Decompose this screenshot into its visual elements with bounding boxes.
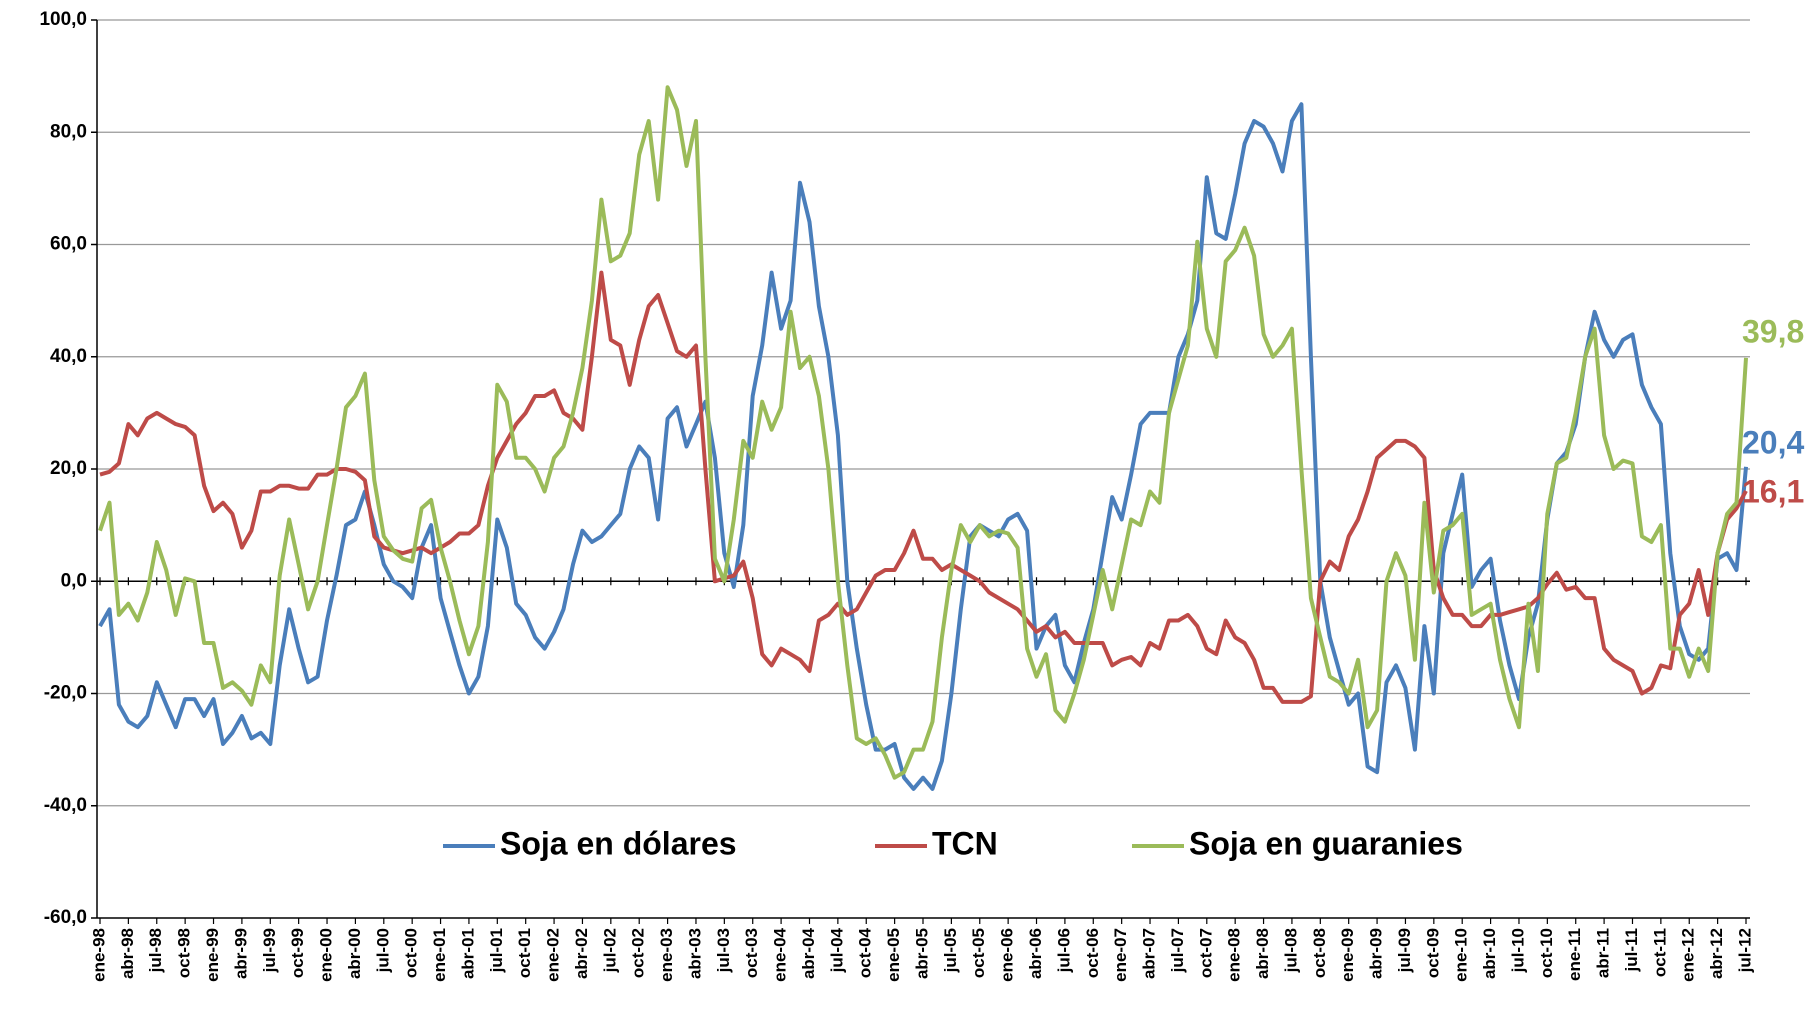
x-tick-label: oct-02 (629, 928, 648, 978)
x-tick-label: abr-09 (1367, 928, 1386, 979)
y-tick-label: -60,0 (44, 907, 87, 928)
y-tick-label: -40,0 (44, 795, 87, 816)
x-tick-label: jul-04 (827, 927, 846, 973)
y-tick-label: 0,0 (61, 570, 87, 591)
x-tick-label: abr-10 (1480, 928, 1499, 979)
end-label: 39,8 (1742, 313, 1804, 349)
x-tick-label: ene-09 (1338, 928, 1357, 982)
series-line (99, 270, 1748, 704)
x-tick-label: jul-09 (1395, 928, 1414, 973)
y-tick-label: 40,0 (50, 346, 87, 367)
x-tick-label: ene-04 (771, 927, 790, 981)
series-line (98, 102, 1748, 791)
x-tick-label: ene-01 (430, 928, 449, 982)
x-tick-label: abr-06 (1026, 928, 1045, 979)
series-line (98, 85, 1748, 780)
x-tick-label: abr-04 (799, 927, 818, 979)
x-tick-label: ene-07 (1111, 928, 1130, 982)
x-tick-label: abr-00 (345, 928, 364, 979)
x-tick-label: jul-10 (1508, 928, 1527, 973)
x-tick-label: oct-07 (1196, 928, 1215, 978)
end-label: 16,1 (1742, 473, 1804, 509)
x-tick-label: oct-04 (856, 927, 875, 978)
x-tick-label: oct-00 (402, 928, 421, 978)
x-tick-label: jul-07 (1168, 928, 1187, 973)
x-tick-label: ene-06 (998, 928, 1017, 982)
x-tick-label: abr-01 (458, 928, 477, 979)
x-tick-label: ene-99 (203, 928, 222, 982)
x-tick-label: ene-98 (89, 928, 108, 982)
x-tick-label: abr-03 (685, 928, 704, 979)
y-tick-label: -20,0 (44, 683, 87, 704)
x-tick-label: oct-08 (1310, 928, 1329, 978)
x-tick-label: abr-07 (1140, 928, 1159, 979)
x-tick-label: oct-06 (1083, 928, 1102, 978)
y-tick-label: 80,0 (50, 121, 87, 142)
x-tick-label: ene-03 (657, 928, 676, 982)
x-tick-label: abr-02 (572, 928, 591, 979)
x-tick-label: ene-05 (884, 928, 903, 982)
x-tick-label: jul-05 (941, 928, 960, 973)
x-tick-label: jul-99 (260, 928, 279, 973)
x-tick-label: jul-12 (1735, 928, 1754, 973)
x-tick-label: oct-10 (1537, 928, 1556, 978)
end-label: 20,4 (1742, 424, 1804, 460)
x-tick-label: ene-12 (1679, 928, 1698, 982)
x-tick-label: oct-01 (515, 928, 534, 978)
x-tick-label: ene-11 (1565, 928, 1584, 981)
x-tick-label: oct-98 (175, 928, 194, 978)
x-tick-label: ene-08 (1225, 928, 1244, 982)
x-tick-label: abr-12 (1707, 928, 1726, 979)
x-tick-label: ene-02 (544, 928, 563, 982)
x-tick-label: ene-00 (317, 928, 336, 982)
y-tick-label: 60,0 (50, 234, 87, 255)
x-tick-label: oct-11 (1650, 928, 1669, 977)
x-tick-label: abr-98 (118, 928, 137, 979)
x-tick-label: jul-03 (714, 928, 733, 973)
x-tick-label: jul-02 (600, 928, 619, 973)
x-tick-label: jul-01 (487, 928, 506, 973)
x-tick-label: jul-00 (373, 928, 392, 973)
x-tick-label: abr-08 (1253, 928, 1272, 979)
x-tick-label: oct-09 (1423, 928, 1442, 978)
legend-label: TCN (932, 825, 998, 861)
x-tick-label: oct-05 (969, 928, 988, 978)
x-tick-label: oct-03 (742, 928, 761, 978)
legend-label: Soja en dólares (500, 825, 737, 861)
x-tick-label: jul-11 (1622, 928, 1641, 972)
x-tick-label: oct-99 (288, 928, 307, 978)
x-tick-label: jul-98 (146, 928, 165, 973)
x-tick-label: abr-99 (231, 928, 250, 979)
x-tick-label: jul-08 (1281, 928, 1300, 973)
x-tick-label: ene-10 (1452, 928, 1471, 982)
y-tick-label: 100,0 (39, 9, 87, 30)
x-tick-label: abr-11 (1594, 928, 1613, 978)
legend-label: Soja en guaranies (1189, 825, 1463, 861)
y-tick-label: 20,0 (50, 458, 87, 479)
x-tick-label: jul-06 (1054, 928, 1073, 973)
x-tick-label: abr-05 (912, 928, 931, 979)
